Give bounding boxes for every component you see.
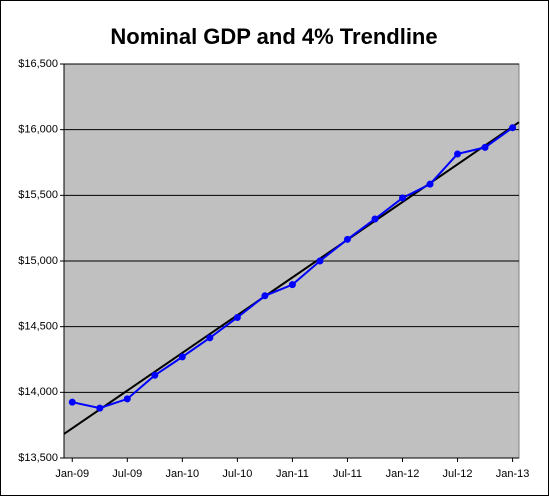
data-point (316, 257, 324, 265)
data-point (96, 404, 104, 412)
data-point (261, 292, 269, 300)
data-point (343, 235, 351, 243)
y-tick-label: $14,000 (18, 386, 58, 398)
y-tick-label: $13,500 (18, 452, 58, 464)
data-point (481, 143, 489, 151)
data-point (233, 313, 241, 321)
data-point (509, 124, 517, 132)
x-tick-label: Jan-13 (496, 468, 530, 480)
x-tick-label: Jul-11 (333, 468, 362, 480)
data-point (454, 150, 462, 158)
series-line (63, 121, 520, 435)
y-tick-label: $16,000 (18, 124, 58, 136)
data-point (151, 371, 159, 379)
chart-title: Nominal GDP and 4% Trendline (110, 24, 437, 49)
data-point (398, 194, 406, 202)
y-tick-label: $14,500 (18, 321, 58, 333)
x-tick-label: Jan-12 (386, 468, 420, 480)
data-point (178, 353, 186, 361)
x-tick-label: Jan-11 (276, 468, 309, 480)
x-tick-label: Jul-09 (112, 468, 142, 480)
y-tick-label: $16,500 (18, 58, 58, 70)
data-point (68, 398, 76, 406)
data-point (371, 215, 379, 223)
data-point (206, 334, 214, 342)
data-point (288, 281, 296, 289)
data-point (123, 395, 131, 403)
y-tick-label: $15,500 (18, 189, 58, 201)
x-tick-label: Jan-09 (55, 468, 89, 480)
x-tick-label: Jan-10 (166, 468, 200, 480)
x-tick-label: Jul-10 (222, 468, 252, 480)
y-tick-label: $15,000 (18, 255, 58, 267)
x-tick-label: Jul-12 (443, 468, 473, 480)
data-point (426, 180, 434, 188)
